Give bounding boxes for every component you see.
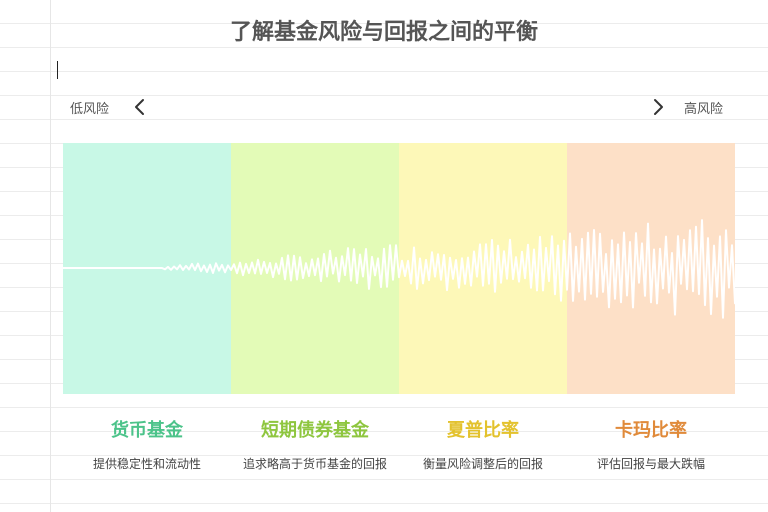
card-short-term-bond: 短期债券基金 追求略高于货币基金的回报: [231, 418, 399, 472]
page-title: 了解基金风险与回报之间的平衡: [229, 19, 538, 45]
chevron-right-icon[interactable]: [648, 95, 668, 119]
text-cursor: [57, 61, 58, 79]
card-title: 卡玛比率: [615, 420, 687, 441]
notebook-margin-line: [50, 0, 51, 512]
volatility-wave: [63, 219, 735, 319]
card-money-market: 货币基金 提供稳定性和流动性: [63, 418, 231, 472]
card-description: 衡量风险调整后的回报: [422, 457, 543, 471]
high-risk-label: 高风险: [684, 102, 724, 117]
low-risk-label: 低风险: [70, 102, 110, 117]
card-sharpe-ratio: 夏普比率 衡量风险调整后的回报: [399, 418, 567, 472]
card-title: 夏普比率: [447, 420, 519, 441]
card-title: 短期债券基金: [261, 420, 369, 441]
card-title: 货币基金: [111, 420, 183, 441]
category-cards: 货币基金 提供稳定性和流动性 短期债券基金 追求略高于货币基金的回报 夏普比率 …: [63, 418, 735, 472]
card-description: 提供稳定性和流动性: [92, 457, 201, 471]
volatility-waveform: [63, 219, 735, 319]
card-description: 评估回报与最大跌幅: [596, 457, 705, 471]
card-description: 追求略高于货币基金的回报: [242, 457, 387, 471]
chevron-left-icon[interactable]: [131, 95, 151, 119]
card-calmar-ratio: 卡玛比率 评估回报与最大跌幅: [567, 418, 735, 472]
